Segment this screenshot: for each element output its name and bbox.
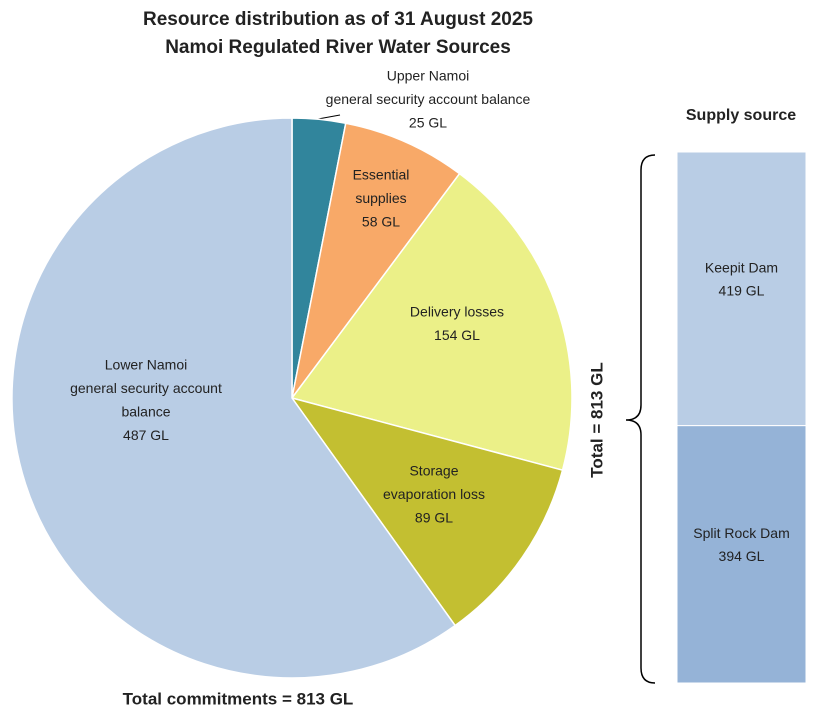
bar-title: Supply source [686,107,796,124]
chart-title: Resource distribution as of 31 August 20… [143,9,533,30]
segment-label: Split Rock Dam [693,525,789,541]
value-label: 419 GL [719,283,765,299]
slice-label: Lower Namoi [105,357,187,373]
value-label: 154 GL [434,327,480,343]
leader-line [317,114,341,120]
pie-slice [290,172,573,472]
value-label: 25 GL [409,115,447,131]
slice-label: supplies [355,190,406,206]
slice-label: general security account [70,380,222,396]
pie-slice [291,122,461,399]
segment-label: Keepit Dam [705,260,778,276]
slice-label: balance [121,404,170,420]
bar-annotation: Total = 813 GL [587,362,606,477]
brace [625,154,656,684]
chart-subtitle: Namoi Regulated River Water Sources [165,37,511,58]
slice-label: general security account balance [326,91,531,107]
slice-label: Essential [353,167,410,183]
slice-label: Upper Namoi [387,68,469,84]
pie-annotation: Total commitments = 813 GL [123,689,354,708]
value-label: 487 GL [123,427,169,443]
bar-segment [676,425,807,684]
slice-label: evaporation loss [383,486,485,502]
pie-slice [11,117,457,679]
slice-label: Storage [409,463,458,479]
value-label: 394 GL [719,548,765,564]
slice-label: Delivery losses [410,304,504,320]
pie-slice [290,396,564,627]
value-label: 58 GL [362,214,400,230]
value-label: 89 GL [415,510,453,526]
bar-segment [676,151,807,427]
